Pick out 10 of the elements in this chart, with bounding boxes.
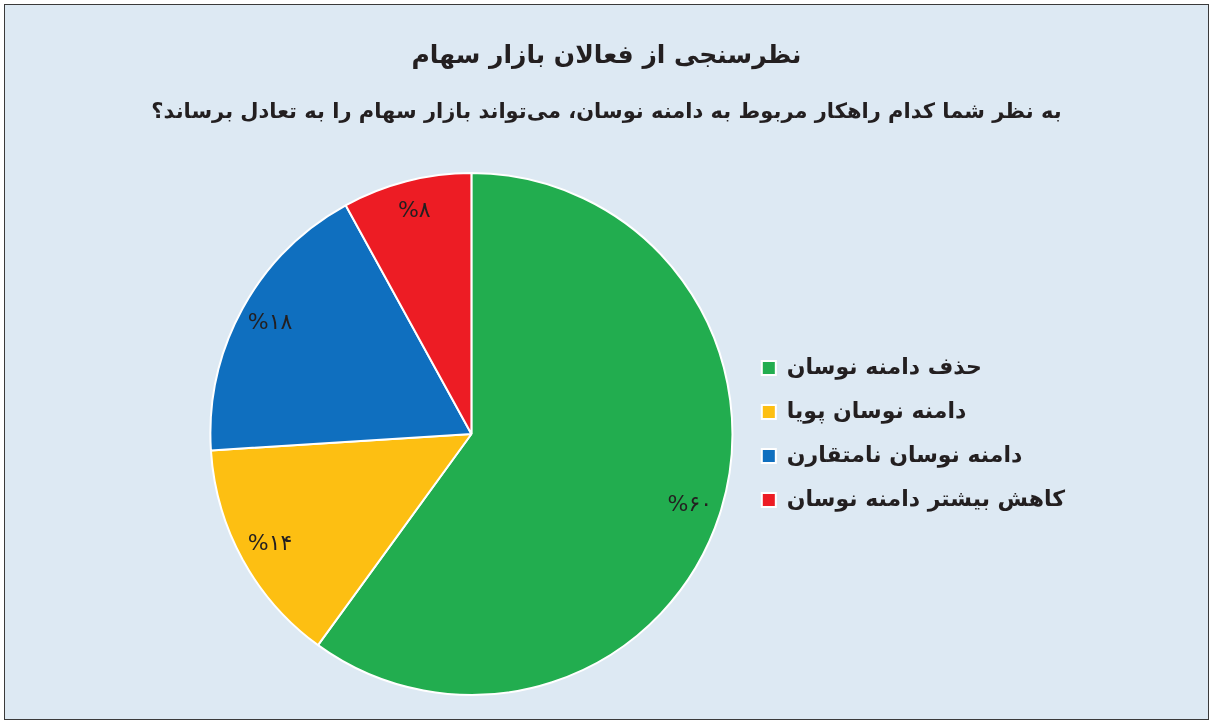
data-label: %۱۸ xyxy=(247,309,293,335)
chart-subtitle: به نظر شما کدام راهکار مربوط به دامنه نوسان، می‌تواند بازار سهام را به تعادل برساند؟ xyxy=(150,98,1063,125)
chart-title: نظرسنجی از فعالان بازار سهام xyxy=(410,39,803,72)
data-label: %۱۴ xyxy=(247,530,293,556)
data-label: %۸ xyxy=(397,197,431,223)
data-label: %۶۰ xyxy=(667,490,713,516)
legend-label: دامنه نوسان نامتقارن xyxy=(786,441,1023,468)
legend-label: کاهش بیشتر دامنه نوسان xyxy=(786,485,1066,512)
legend-label: دامنه نوسان پویا xyxy=(786,397,967,424)
legend-label: حذف دامنه نوسان xyxy=(786,353,982,380)
